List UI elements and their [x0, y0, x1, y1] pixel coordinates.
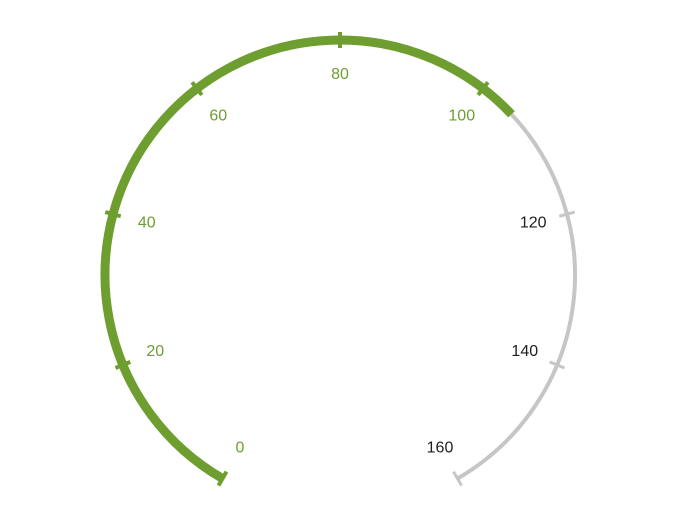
gauge-svg: 0 20 40 60 80 100 120 140 160 — [0, 0, 680, 511]
gauge-fill — [105, 40, 512, 479]
gauge-tick-label: 20 — [146, 343, 164, 360]
gauge-tick-label: 100 — [448, 108, 475, 125]
gauge-tick-label: 60 — [209, 108, 227, 125]
gauge-tick-label: 140 — [511, 343, 538, 360]
gauge-tick-label: 0 — [236, 439, 245, 456]
gauge-tick-label: 120 — [520, 214, 547, 231]
gauge-track — [458, 114, 576, 478]
gauge-tick-label: 40 — [138, 214, 156, 231]
gauge-tick — [105, 212, 120, 216]
gauge-container: 0 20 40 60 80 100 120 140 160 — [0, 0, 680, 511]
gauge-tick-label: 160 — [427, 439, 454, 456]
gauge-tick-label: 80 — [331, 66, 349, 83]
gauge-tick — [559, 212, 574, 216]
